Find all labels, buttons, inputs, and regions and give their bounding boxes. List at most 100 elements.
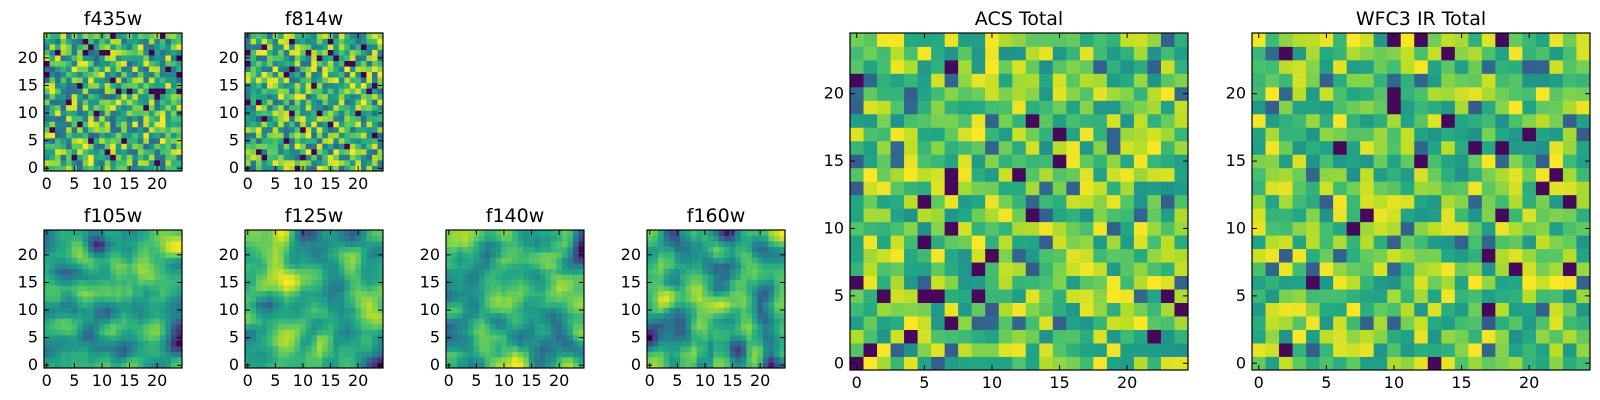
- heatmap-cell: [360, 137, 367, 144]
- heatmap-cell: [550, 307, 557, 314]
- heatmap-cell: [1160, 343, 1175, 357]
- heatmap-cell: [333, 318, 340, 325]
- heatmap-cell: [283, 99, 290, 106]
- heatmap-cell: [176, 235, 183, 242]
- heatmap-cell: [1400, 343, 1415, 357]
- heatmap-cell: [250, 88, 257, 95]
- heatmap-cell: [998, 208, 1013, 223]
- heatmap-cell: [1373, 181, 1388, 196]
- heatmap-cell: [333, 235, 340, 242]
- heatmap-cell: [850, 100, 864, 115]
- heatmap-cell: [1468, 302, 1483, 317]
- heatmap-cell: [278, 143, 285, 150]
- heatmap-cell: [305, 143, 312, 150]
- heatmap-cell: [344, 126, 351, 133]
- heatmap-cell: [115, 323, 122, 330]
- heatmap-cell: [578, 356, 585, 363]
- heatmap-cell: [283, 340, 290, 347]
- heatmap-cell: [344, 323, 351, 330]
- heatmap-cell: [44, 115, 50, 122]
- heatmap-cell: [327, 121, 334, 128]
- heatmap-cell: [170, 318, 177, 325]
- heatmap-cell: [360, 110, 367, 117]
- heatmap-cell: [148, 148, 155, 155]
- heatmap-cell: [1160, 248, 1175, 263]
- heatmap-cell: [349, 334, 356, 341]
- heatmap-cell: [154, 110, 161, 117]
- heatmap-cell: [77, 88, 84, 95]
- heatmap-cell: [550, 285, 557, 292]
- heatmap-cell: [159, 132, 166, 139]
- heatmap-cell: [338, 55, 345, 61]
- heatmap-cell: [294, 110, 301, 117]
- heatmap-cell: [250, 329, 257, 336]
- heatmap-cell: [680, 268, 687, 275]
- heatmap-cell: [1052, 73, 1067, 88]
- heatmap-cell: [451, 329, 458, 336]
- heatmap-cell: [512, 263, 519, 270]
- heatmap-cell: [250, 334, 257, 341]
- heatmap-cell: [110, 252, 117, 258]
- heatmap-cell: [768, 340, 775, 347]
- heatmap-cell: [126, 340, 133, 347]
- heatmap-cell: [88, 246, 95, 253]
- heatmap-cell: [267, 318, 273, 325]
- heatmap-cell: [674, 285, 681, 292]
- heatmap-cell: [685, 351, 692, 358]
- heatmap-cell: [176, 323, 183, 330]
- heatmap-cell: [1522, 248, 1537, 263]
- heatmap-cell: [1079, 140, 1094, 155]
- heatmap-cell: [768, 334, 775, 341]
- heatmap-cell: [366, 285, 373, 292]
- heatmap-cell: [355, 246, 362, 253]
- heatmap-cell: [115, 296, 122, 303]
- heatmap-cell: [165, 137, 172, 144]
- heatmap-cell: [104, 279, 111, 286]
- heatmap-cell: [1454, 194, 1469, 209]
- heatmap-cell: [479, 345, 486, 352]
- heatmap-cell: [88, 71, 95, 78]
- heatmap-cell: [917, 113, 932, 128]
- heatmap-cell: [495, 263, 502, 270]
- heatmap-cell: [473, 323, 480, 330]
- heatmap-cell: [99, 296, 106, 303]
- heatmap-cell: [305, 104, 312, 111]
- heatmap-cell: [751, 334, 758, 341]
- heatmap-cell: [327, 268, 334, 275]
- heatmap-cell: [137, 137, 144, 144]
- heatmap-cell: [104, 230, 111, 236]
- heatmap-cell: [311, 99, 318, 106]
- heatmap-cell: [707, 329, 714, 336]
- heatmap-cell: [250, 132, 257, 139]
- x-tick-label: 15: [320, 371, 340, 390]
- heatmap-cell: [1387, 302, 1402, 317]
- heatmap-cell: [333, 66, 340, 73]
- heatmap-cell: [462, 329, 469, 336]
- heatmap-cell: [674, 323, 681, 330]
- heatmap-cell: [1025, 46, 1040, 61]
- heatmap-cell: [371, 148, 378, 155]
- heatmap-cell: [1079, 127, 1094, 142]
- heatmap-cell: [377, 115, 384, 122]
- heatmap-cell: [685, 334, 692, 341]
- heatmap-cell: [267, 165, 273, 172]
- heatmap-cell: [904, 194, 918, 209]
- heatmap-cell: [1106, 46, 1121, 61]
- heatmap-cell: [294, 257, 301, 264]
- heatmap-cell: [773, 274, 780, 281]
- heatmap-cell: [958, 329, 973, 344]
- heatmap-cell: [550, 329, 557, 336]
- heatmap-cell: [1387, 235, 1402, 250]
- heatmap-cell: [1093, 221, 1108, 236]
- heatmap-cell: [316, 301, 323, 308]
- heatmap-cell: [931, 181, 946, 196]
- heatmap-cell: [322, 301, 329, 308]
- heatmap-cell: [245, 71, 251, 78]
- heatmap-cell: [669, 279, 675, 286]
- heatmap-cell: [256, 323, 262, 330]
- heatmap-cell: [479, 268, 486, 275]
- heatmap-cell: [360, 93, 367, 100]
- heatmap-cell: [473, 334, 480, 341]
- heatmap-cell: [462, 323, 469, 330]
- heatmap-cell: [256, 38, 262, 45]
